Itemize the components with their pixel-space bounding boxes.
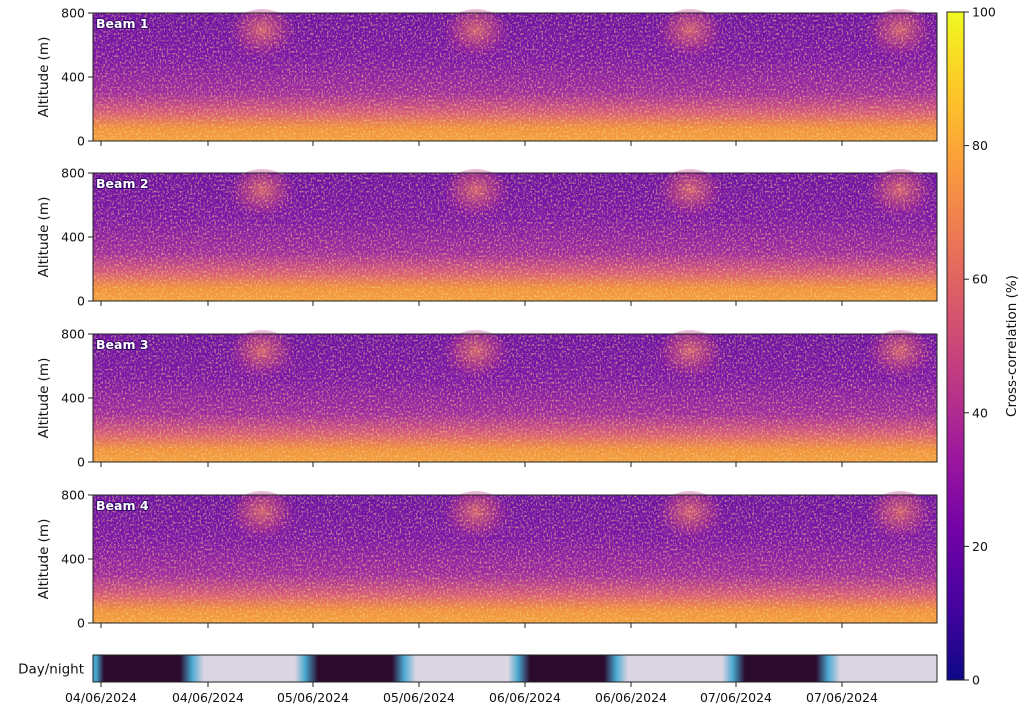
beam-panels: Beam 1 0 400 800 Altitude (m) Beam 2 0 400 800 Al…	[36, 6, 938, 631]
colorbar-tick-label: 0	[972, 673, 980, 688]
colorbar-label: Cross-correlation (%)	[1004, 275, 1020, 417]
colorbar: 0 20 40 60 80 100 Cross-correlation (%)	[946, 5, 1020, 688]
y-tick-label: 800	[61, 488, 85, 503]
day-night-label: Day/night	[18, 662, 84, 678]
x-tick-label: 07/06/2024	[806, 690, 878, 705]
colorbar-tick-label: 100	[972, 5, 996, 20]
colorbar-bar	[946, 11, 965, 681]
y-tick-label: 800	[61, 327, 85, 342]
x-tick-label: 06/06/2024	[595, 690, 667, 705]
y-tick-label: 800	[61, 6, 85, 21]
heatmap-speckle	[93, 495, 937, 623]
y-tick-label: 400	[61, 70, 85, 85]
panel-beam-2: Beam 2 0 400 800 Altitude (m)	[36, 166, 938, 309]
x-tick-label: 04/06/2024	[172, 690, 244, 705]
y-axis-label: Altitude (m)	[36, 358, 52, 439]
x-tick-label: 05/06/2024	[277, 690, 349, 705]
y-tick-label: 0	[77, 294, 85, 309]
y-tick-label: 400	[61, 230, 85, 245]
day-night-strip: Day/night	[18, 654, 938, 683]
x-tick-label: 04/06/2024	[65, 690, 137, 705]
panel-beam-3: Beam 3 0 400 800 Altitude (m)	[36, 327, 938, 470]
heatmap-speckle	[93, 334, 937, 462]
y-tick-label: 0	[77, 616, 85, 631]
beam-label: Beam 4	[96, 498, 149, 513]
x-tick-label: 05/06/2024	[383, 690, 455, 705]
y-tick-label: 0	[77, 455, 85, 470]
x-tick-label: 06/06/2024	[489, 690, 561, 705]
beam-label: Beam 1	[96, 16, 149, 31]
colorbar-tick-label: 20	[972, 539, 988, 554]
panel-beam-1: Beam 1 0 400 800 Altitude (m)	[36, 6, 938, 149]
panel-beam-4: Beam 4 0 400 800 Altitude (m)	[36, 488, 938, 631]
x-axis: 04/06/2024 04/06/2024 05/06/2024 05/06/2024…	[65, 682, 878, 705]
heatmap-speckle	[93, 13, 937, 141]
y-tick-label: 800	[61, 166, 85, 181]
y-tick-label: 0	[77, 134, 85, 149]
y-axis-label: Altitude (m)	[36, 197, 52, 278]
heatmap-speckle	[93, 173, 937, 301]
x-tick-label: 07/06/2024	[700, 690, 772, 705]
colorbar-tick-label: 60	[972, 272, 988, 287]
y-axis-label: Altitude (m)	[36, 37, 52, 118]
y-tick-label: 400	[61, 552, 85, 567]
day-night-bar	[92, 654, 938, 683]
beam-label: Beam 3	[96, 337, 149, 352]
y-tick-label: 400	[61, 391, 85, 406]
beam-label: Beam 2	[96, 176, 149, 191]
colorbar-tick-label: 40	[972, 405, 988, 420]
y-axis-label: Altitude (m)	[36, 519, 52, 600]
colorbar-tick-label: 80	[972, 138, 988, 153]
